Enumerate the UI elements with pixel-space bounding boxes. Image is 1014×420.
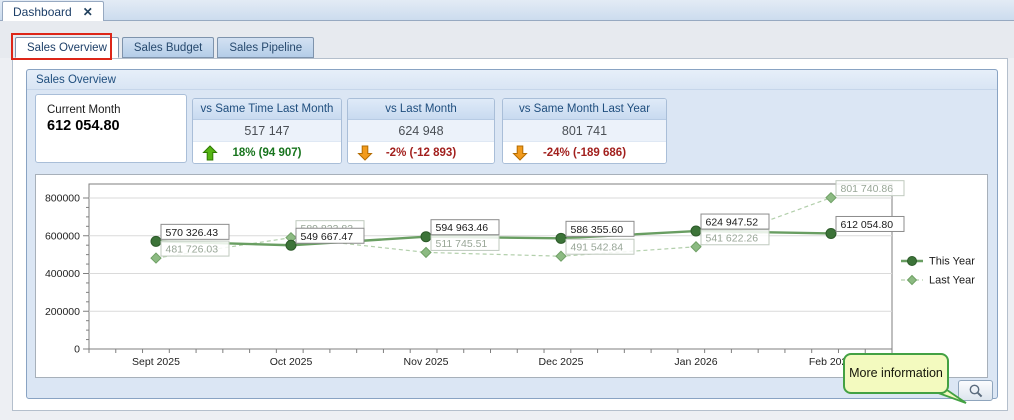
tab-sales-budget[interactable]: Sales Budget xyxy=(121,37,215,58)
svg-text:594 963.46: 594 963.46 xyxy=(436,222,489,234)
kpi-card-delta-row: -24% (-189 686) xyxy=(503,142,666,163)
svg-text:0: 0 xyxy=(74,344,80,356)
kpi-card-vs-same-time-last-month: vs Same Time Last Month 517 147 18% (94 … xyxy=(192,98,342,164)
tab-sales-pipeline[interactable]: Sales Pipeline xyxy=(217,37,315,58)
decrease-arrow-icon xyxy=(357,145,373,161)
svg-text:Oct 2025: Oct 2025 xyxy=(270,356,313,368)
svg-text:This Year: This Year xyxy=(929,256,975,268)
svg-text:570 326.43: 570 326.43 xyxy=(166,227,219,239)
kpi-card-delta: -24% (-189 686) xyxy=(542,146,627,159)
increase-arrow-icon xyxy=(202,144,218,161)
more-information-button[interactable] xyxy=(958,380,993,401)
svg-text:491 542.84: 491 542.84 xyxy=(571,242,624,254)
close-icon[interactable]: ✕ xyxy=(82,4,93,19)
svg-text:Sept 2025: Sept 2025 xyxy=(132,356,180,368)
svg-text:511 745.51: 511 745.51 xyxy=(436,238,488,250)
kpi-card-delta-row: -2% (-12 893) xyxy=(348,142,494,163)
svg-text:549 667.47: 549 667.47 xyxy=(301,231,354,243)
svg-text:612 054.80: 612 054.80 xyxy=(841,219,894,231)
current-month-value: 612 054.80 xyxy=(47,118,120,134)
kpi-card-delta: -2% (-12 893) xyxy=(385,146,457,159)
svg-text:Dec 2025: Dec 2025 xyxy=(539,356,584,368)
svg-text:624 947.52: 624 947.52 xyxy=(706,217,759,229)
svg-text:Jan 2026: Jan 2026 xyxy=(674,356,717,368)
svg-text:200000: 200000 xyxy=(45,306,80,318)
kpi-card-vs-last-month: vs Last Month 624 948 -2% (-12 893) xyxy=(347,98,495,164)
kpi-card-title: vs Same Time Last Month xyxy=(193,99,341,120)
svg-text:Nov 2025: Nov 2025 xyxy=(404,356,449,368)
svg-text:800000: 800000 xyxy=(45,193,80,205)
tab-dashboard[interactable]: Dashboard ✕ xyxy=(2,1,104,21)
svg-text:541 622.26: 541 622.26 xyxy=(706,232,759,244)
tab-sales-budget-label: Sales Budget xyxy=(133,41,203,54)
svg-text:Feb 2026: Feb 2026 xyxy=(809,356,854,368)
svg-text:400000: 400000 xyxy=(45,268,80,280)
svg-text:600000: 600000 xyxy=(45,230,80,242)
subtab-strip: Sales Overview Sales Budget Sales Pipeli… xyxy=(15,37,315,58)
chart-canvas: 0 200000 400000 600000 800000 Sept 2025 Oct 20… xyxy=(45,180,975,368)
tab-sales-pipeline-label: Sales Pipeline xyxy=(229,41,303,54)
document-tab-strip: Dashboard ✕ xyxy=(0,0,1014,21)
tab-sales-overview[interactable]: Sales Overview xyxy=(15,37,119,58)
tab-sales-overview-label: Sales Overview xyxy=(27,41,107,54)
more-information-callout: More information xyxy=(843,353,949,394)
svg-text:586 355.60: 586 355.60 xyxy=(571,224,624,236)
kpi-card-value: 517 147 xyxy=(193,120,341,142)
kpi-card-delta: 18% (94 907) xyxy=(232,146,302,159)
svg-text:481 726.03: 481 726.03 xyxy=(166,244,219,256)
decrease-arrow-icon xyxy=(512,145,528,161)
kpi-card-value: 801 741 xyxy=(503,120,666,142)
sales-overview-groupbox: Sales Overview Current Month 612 054.80 … xyxy=(26,69,998,401)
svg-text:Last Year: Last Year xyxy=(929,275,975,287)
kpi-card-current-month: Current Month 612 054.80 xyxy=(35,94,187,163)
groupbox-title: Sales Overview xyxy=(27,70,997,90)
kpi-card-vs-same-month-last-year: vs Same Month Last Year 801 741 -24% (-1… xyxy=(502,98,667,164)
magnifier-icon xyxy=(969,384,982,397)
kpi-card-title: vs Same Month Last Year xyxy=(503,99,666,120)
tab-page-content: Sales Overview Current Month 612 054.80 … xyxy=(12,58,1008,411)
tab-dashboard-label: Dashboard xyxy=(13,4,72,19)
sales-trend-chart: 0 200000 400000 600000 800000 Sept 2025 Oct 20… xyxy=(35,174,988,378)
kpi-card-value: 624 948 xyxy=(348,120,494,142)
callout-text: More information xyxy=(849,366,943,381)
current-month-label: Current Month xyxy=(47,104,121,116)
svg-text:801 740.86: 801 740.86 xyxy=(841,183,894,195)
kpi-card-title: vs Last Month xyxy=(348,99,494,120)
kpi-card-delta-row: 18% (94 907) xyxy=(193,142,341,163)
